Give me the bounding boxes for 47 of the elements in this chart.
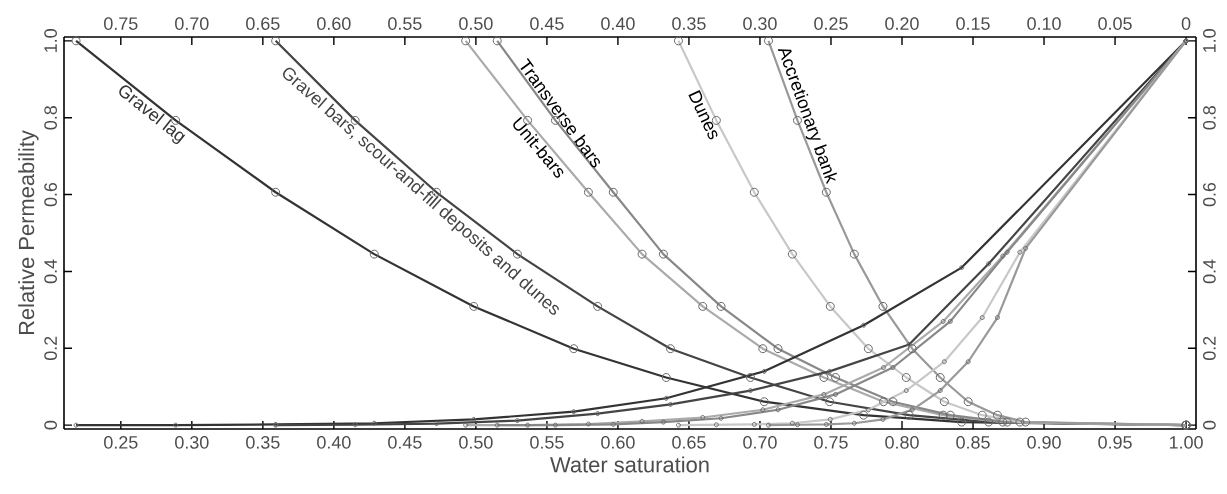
- text: Dunes: [688, 90, 718, 140]
- x-tick-label: 0.90: [1027, 436, 1061, 449]
- x-tick-label: 0.95: [1098, 436, 1132, 449]
- y2-tick-label: 0.2: [1203, 336, 1216, 361]
- x-tick-label: 0.55: [530, 436, 564, 449]
- x-tick-label: 0.30: [175, 436, 209, 449]
- x2-tick-label: 0.35: [672, 17, 706, 30]
- x2-tick-label: 0.15: [956, 17, 990, 30]
- y-tick-label: 0.2: [44, 336, 57, 361]
- x-axis-title: Water saturation: [550, 456, 709, 473]
- y2-tick-label: 0.6: [1203, 182, 1216, 207]
- x2-tick-label: 0.70: [175, 17, 209, 30]
- x-tick-label: 0.75: [814, 436, 848, 449]
- x-tick-label: 0.45: [388, 436, 422, 449]
- x-tick-label: 0.40: [317, 436, 351, 449]
- y2-tick-label: 0.8: [1203, 106, 1216, 130]
- y-tick-label: 0: [44, 420, 57, 430]
- x-tick-label: 0.65: [672, 436, 706, 449]
- x2-tick-label: 0.50: [459, 17, 493, 30]
- x-tick-label: 0.85: [956, 436, 990, 449]
- x2-tick-label: 0.20: [885, 17, 919, 30]
- y-tick-label: 0.8: [44, 106, 57, 130]
- x2-tick-label: 0.55: [388, 17, 422, 30]
- x2-tick-label: 0.30: [743, 17, 777, 30]
- x-tick-label: 0.60: [601, 436, 635, 449]
- x2-tick-label: 0.60: [317, 17, 351, 30]
- y-axis-title: Relative Permeability: [18, 130, 39, 335]
- x-tick-label: 0.50: [459, 436, 493, 449]
- x2-tick-label: 0: [1181, 17, 1191, 30]
- x2-tick-label: 0.25: [814, 17, 848, 30]
- x-tick-label: 0.80: [885, 436, 919, 449]
- x-tick-label: 0.25: [104, 436, 138, 449]
- y-tick-label: 0.4: [44, 259, 57, 284]
- y2-tick-label: 0.4: [1203, 259, 1216, 284]
- x2-tick-label: 0.45: [530, 17, 564, 30]
- x2-tick-label: 0.40: [601, 17, 635, 30]
- x2-tick-label: 0.10: [1027, 17, 1061, 30]
- x2-tick-label: 0.65: [246, 17, 280, 30]
- x-tick-label: 0.35: [246, 436, 280, 449]
- x-tick-label: 1.00: [1170, 436, 1203, 449]
- y2-tick-label: 1.0: [1203, 29, 1216, 52]
- x2-tick-label: 0.05: [1098, 17, 1132, 30]
- y-tick-label: 0.6: [44, 182, 57, 207]
- x2-tick-label: 0.75: [104, 17, 138, 30]
- y2-tick-label: 0: [1203, 420, 1216, 430]
- x-tick-label: 0.70: [743, 436, 777, 449]
- y-tick-label: 1.0: [44, 29, 57, 52]
